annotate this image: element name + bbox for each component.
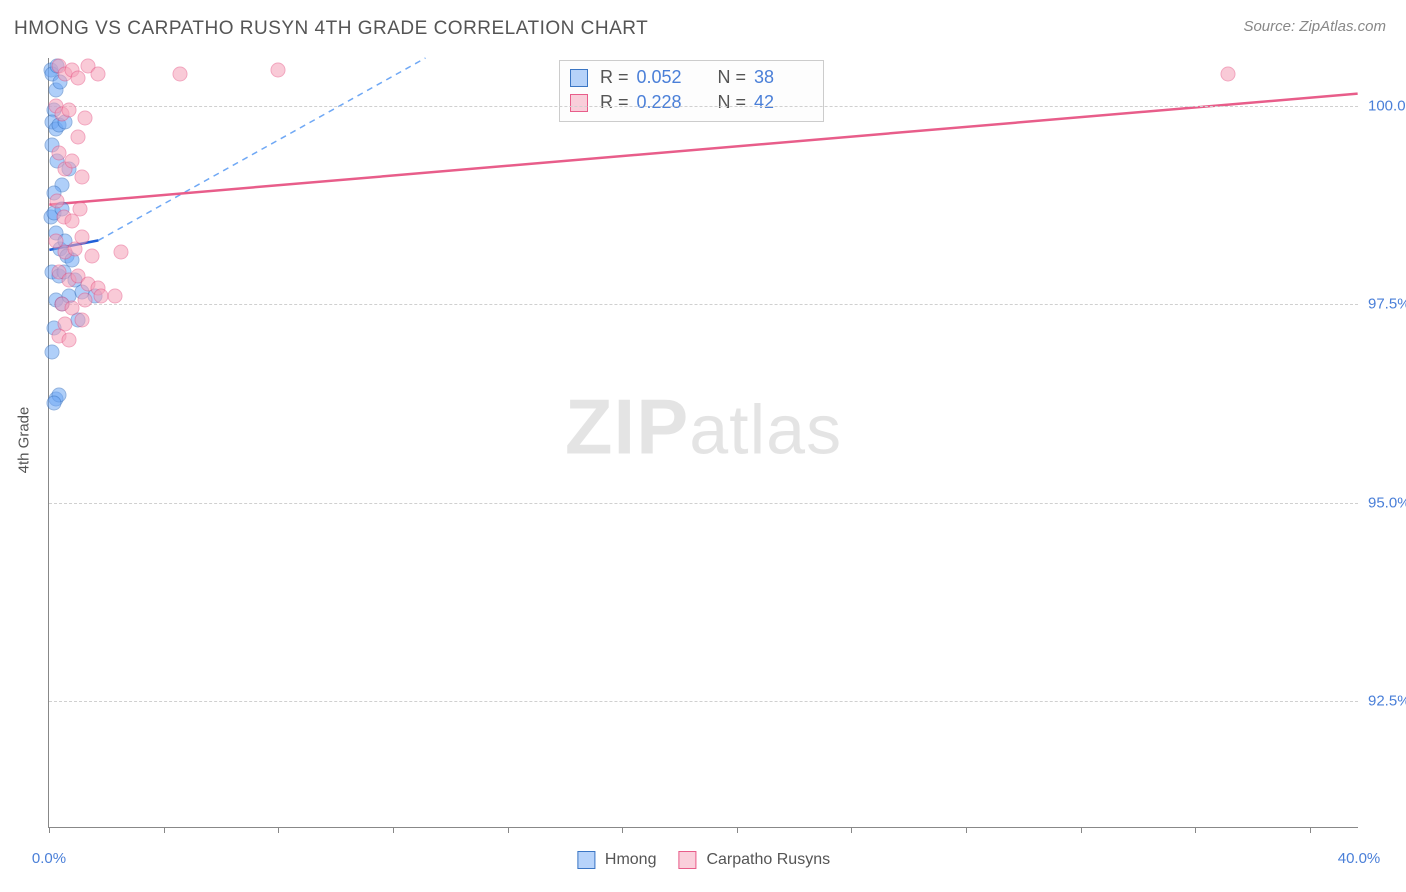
- scatter-point-carpatho: [71, 70, 86, 85]
- chart-plot-area: ZIPatlas R = 0.052 N = 38R = 0.228 N = 4…: [48, 58, 1358, 828]
- legend-label: Hmong: [605, 851, 657, 869]
- x-tick: [508, 827, 509, 833]
- gridline-h: [49, 106, 1358, 107]
- n-value: 42: [754, 92, 809, 113]
- scatter-point-carpatho: [61, 102, 76, 117]
- scatter-point-carpatho: [74, 170, 89, 185]
- n-key: N =: [718, 92, 747, 113]
- x-tick: [393, 827, 394, 833]
- trend-lines: [49, 58, 1358, 827]
- n-value: 38: [754, 67, 809, 88]
- header: HMONG VS CARPATHO RUSYN 4TH GRADE CORREL…: [0, 0, 1406, 50]
- scatter-point-carpatho: [84, 249, 99, 264]
- scatter-point-carpatho: [91, 66, 106, 81]
- chart-title: HMONG VS CARPATHO RUSYN 4TH GRADE CORREL…: [14, 18, 648, 40]
- legend-swatch-hmong: [577, 851, 595, 869]
- scatter-point-hmong: [46, 396, 61, 411]
- x-tick: [164, 827, 165, 833]
- watermark-light: atlas: [689, 391, 842, 469]
- r-value: 0.052: [637, 67, 692, 88]
- gridline-h: [49, 701, 1358, 702]
- scatter-point-carpatho: [73, 201, 88, 216]
- x-tick-label: 0.0%: [32, 850, 66, 867]
- gridline-h: [49, 503, 1358, 504]
- stats-row-hmong: R = 0.052 N = 38: [570, 65, 809, 90]
- watermark: ZIPatlas: [565, 382, 842, 473]
- x-tick: [1310, 827, 1311, 833]
- x-tick: [851, 827, 852, 833]
- legend-item-carpatho: Carpatho Rusyns: [678, 851, 830, 869]
- scatter-point-carpatho: [74, 229, 89, 244]
- scatter-point-carpatho: [64, 154, 79, 169]
- source-label: Source: ZipAtlas.com: [1243, 18, 1386, 35]
- x-tick: [737, 827, 738, 833]
- x-tick: [1195, 827, 1196, 833]
- r-key: R =: [600, 92, 629, 113]
- stats-row-carpatho: R = 0.228 N = 42: [570, 90, 809, 115]
- x-tick: [966, 827, 967, 833]
- trend-line: [98, 58, 425, 240]
- y-axis-label: 4th Grade: [16, 407, 33, 474]
- scatter-point-hmong: [45, 344, 60, 359]
- y-tick-label: 92.5%: [1368, 692, 1406, 709]
- r-key: R =: [600, 67, 629, 88]
- scatter-point-carpatho: [114, 245, 129, 260]
- legend-swatch-carpatho: [678, 851, 696, 869]
- legend-label: Carpatho Rusyns: [706, 851, 830, 869]
- scatter-point-carpatho: [71, 130, 86, 145]
- scatter-point-carpatho: [61, 332, 76, 347]
- y-tick-label: 95.0%: [1368, 494, 1406, 511]
- x-tick-label: 40.0%: [1338, 850, 1381, 867]
- x-tick: [622, 827, 623, 833]
- watermark-bold: ZIP: [565, 383, 689, 471]
- x-tick: [1081, 827, 1082, 833]
- x-tick: [49, 827, 50, 833]
- correlation-stats-box: R = 0.052 N = 38R = 0.228 N = 42: [559, 60, 824, 122]
- n-key: N =: [718, 67, 747, 88]
- scatter-point-carpatho: [1221, 66, 1236, 81]
- legend-swatch-carpatho: [570, 94, 588, 112]
- scatter-point-carpatho: [78, 110, 93, 125]
- r-value: 0.228: [637, 92, 692, 113]
- scatter-point-carpatho: [78, 293, 93, 308]
- gridline-h: [49, 304, 1358, 305]
- y-tick-label: 97.5%: [1368, 296, 1406, 313]
- legend-swatch-hmong: [570, 69, 588, 87]
- scatter-point-carpatho: [74, 312, 89, 327]
- scatter-point-carpatho: [107, 289, 122, 304]
- legend-item-hmong: Hmong: [577, 851, 657, 869]
- scatter-point-carpatho: [50, 193, 65, 208]
- y-tick-label: 100.0%: [1368, 97, 1406, 114]
- x-tick: [278, 827, 279, 833]
- scatter-point-carpatho: [271, 62, 286, 77]
- legend-bottom: Hmong Carpatho Rusyns: [577, 851, 830, 869]
- scatter-point-carpatho: [173, 66, 188, 81]
